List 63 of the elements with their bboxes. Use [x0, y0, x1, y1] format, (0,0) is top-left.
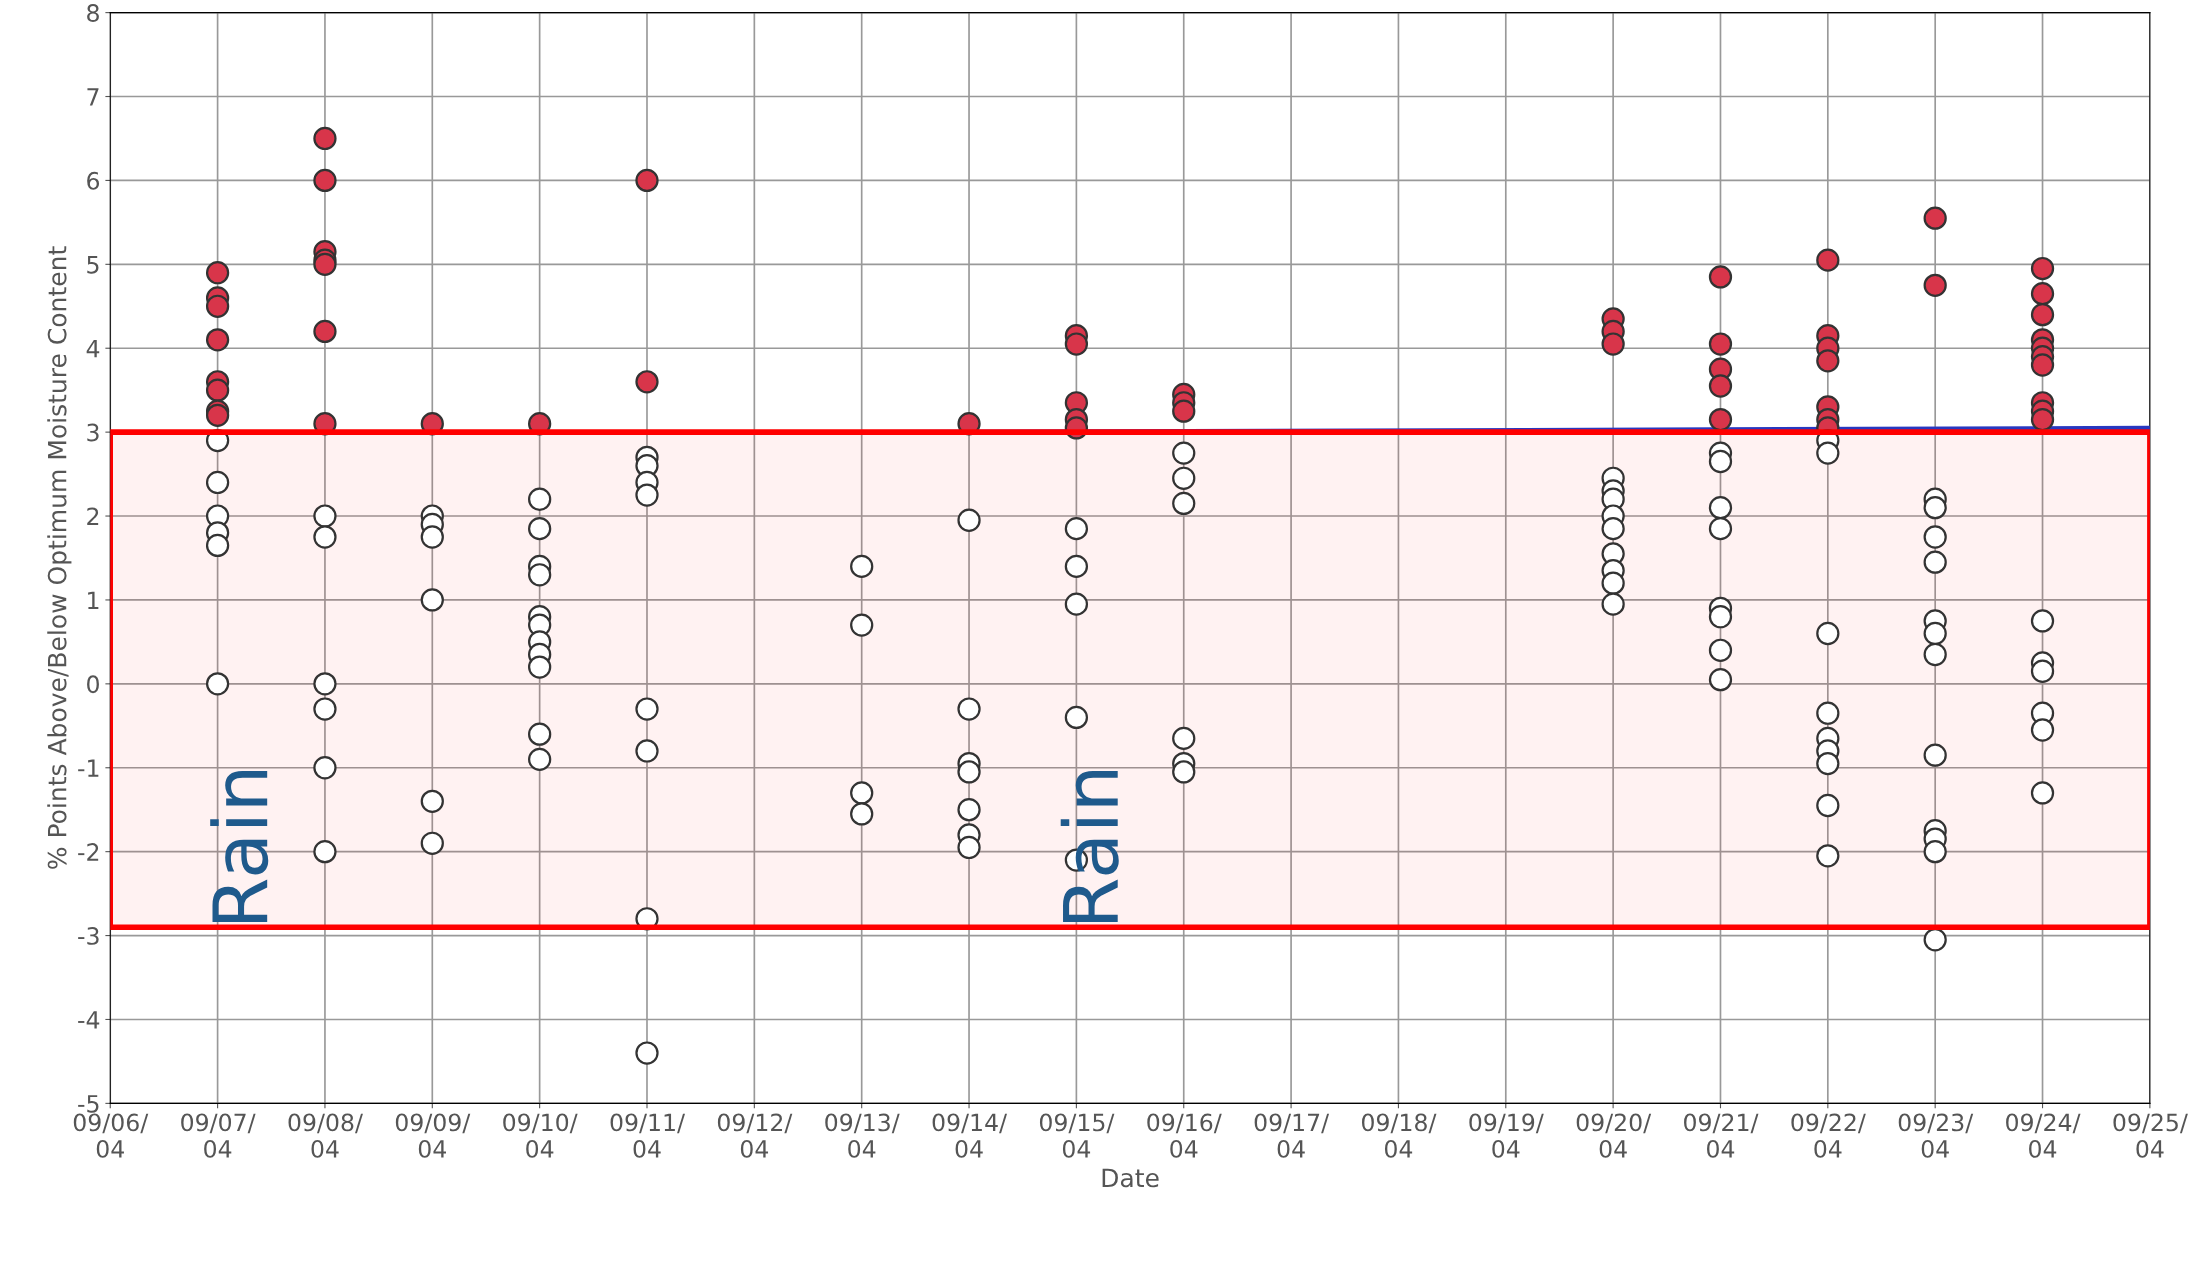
x-tick-label: 09/16/ 04: [1147, 1113, 1222, 1158]
point: [2030, 353, 2055, 377]
x-tick-label: 09/23/ 04: [1898, 1113, 1974, 1158]
y-tick-label: 1: [88, 591, 99, 609]
y-tick-label: 3: [87, 423, 99, 442]
y-tick-label: -2: [78, 843, 99, 861]
point: [635, 370, 659, 394]
x-tick-label: 09/25/ 04: [2113, 1113, 2188, 1158]
y-tick-label: 7: [87, 88, 99, 106]
x-tick-label: 09/19/ 04: [1469, 1113, 1544, 1158]
point: [2030, 282, 2055, 306]
point: [313, 126, 337, 151]
x-tick-label: 09/13/ 04: [825, 1113, 900, 1158]
y-tick-label: -3: [78, 927, 99, 945]
point: [205, 328, 230, 352]
x-tick-label: 09/24/ 04: [2006, 1113, 2081, 1158]
x-axis-title: Date: [1102, 1168, 1159, 1188]
y-tick-label: -4: [78, 1011, 100, 1029]
point: [2030, 407, 2055, 432]
point: [1708, 374, 1733, 398]
x-tick-label: 09/17/ 04: [1254, 1113, 1330, 1158]
point: [1601, 332, 1625, 356]
point: [1816, 248, 1840, 272]
y-tick-label: 2: [87, 507, 99, 526]
x-tick-label: 09/21/ 04: [1684, 1113, 1759, 1158]
annotation: Rain: [210, 771, 269, 923]
point: [1064, 332, 1089, 356]
point: [205, 378, 230, 402]
x-tick-label: 09/09/ 04: [395, 1113, 471, 1158]
y-tick-label: 6: [87, 171, 100, 190]
point: [1923, 273, 1947, 297]
x-tick-label: 09/20/ 04: [1576, 1113, 1652, 1158]
y-tick-label: 4: [86, 339, 100, 358]
y-axis-title: % Points Above/Below Optimum Moisture Content: [47, 246, 72, 869]
x-tick-label: 09/14/ 04: [932, 1113, 1008, 1158]
point: [1708, 407, 1733, 432]
y-tick-label: -1: [78, 759, 99, 777]
x-tick-label: 09/15/ 04: [1039, 1113, 1115, 1158]
point: [2030, 303, 2055, 327]
point: [1923, 206, 1947, 230]
point: [2030, 256, 2055, 281]
y-tick-label: 8: [87, 4, 99, 22]
point: [1708, 265, 1733, 289]
x-tick-label: 09/10/ 04: [503, 1113, 578, 1158]
point: [205, 261, 230, 285]
point: [635, 168, 659, 193]
y-tick-label: 5: [87, 256, 99, 274]
point: [1172, 399, 1196, 423]
point: [1708, 332, 1733, 356]
point: [313, 319, 337, 344]
x-tick-label: 09/06/ 04: [73, 1113, 149, 1158]
annotation: Rain: [1060, 771, 1119, 923]
x-tick-label: 09/08/ 04: [288, 1113, 363, 1158]
point: [205, 294, 230, 318]
x-tick-label: 09/18/ 04: [1361, 1113, 1437, 1158]
y-tick-label: 0: [87, 675, 99, 694]
y-tick-label: -5: [78, 1095, 99, 1113]
x-tick-label: 09/11/ 04: [610, 1113, 685, 1158]
point: [313, 168, 337, 193]
x-tick-label: 09/07/ 04: [181, 1113, 256, 1158]
x-tick-label: 09/12/ 04: [717, 1113, 793, 1158]
point: [1816, 349, 1840, 373]
x-tick-label: 09/22/ 04: [1791, 1113, 1866, 1158]
